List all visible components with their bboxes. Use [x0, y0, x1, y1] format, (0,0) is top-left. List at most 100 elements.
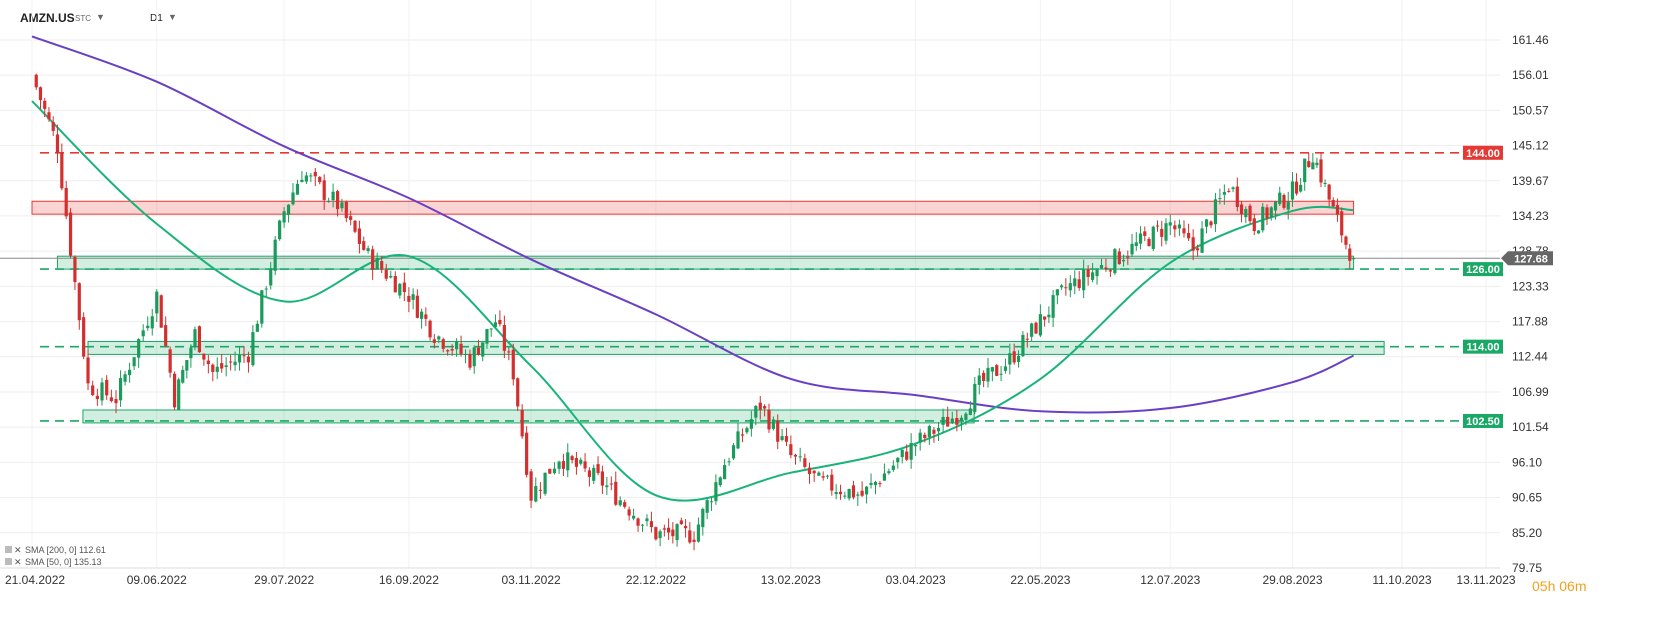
price-tick-label: 139.67 — [1512, 174, 1549, 188]
candle-up — [749, 419, 753, 429]
candle-down — [476, 347, 481, 355]
candle-down — [1012, 351, 1016, 363]
candle-down — [1043, 316, 1047, 320]
candle-down — [763, 406, 767, 409]
candle-up — [437, 336, 441, 340]
candle-up — [900, 449, 904, 458]
candle-up — [736, 431, 740, 449]
candle-up — [1218, 198, 1222, 200]
candle-down — [407, 295, 411, 302]
candle-up — [398, 283, 402, 296]
candle-down — [1108, 270, 1113, 272]
candle-up — [1068, 283, 1072, 291]
price-tick-label: 96.10 — [1512, 455, 1542, 469]
chart-gridlines — [0, 0, 1500, 569]
candle-down — [1117, 251, 1121, 265]
candle-up — [1099, 264, 1104, 269]
candle-down — [821, 476, 825, 478]
price-tick-label: 112.44 — [1512, 350, 1548, 364]
candle-up — [557, 461, 561, 469]
indicator-settings-icon[interactable] — [5, 546, 12, 553]
candle-up — [420, 311, 424, 319]
candle-up — [295, 183, 300, 195]
candle-down — [380, 260, 384, 270]
candle-up — [718, 477, 722, 486]
candle-up — [123, 374, 127, 382]
candle-down — [428, 320, 432, 338]
candle-up — [864, 486, 869, 495]
candle-up — [723, 465, 727, 480]
candle-up — [150, 316, 154, 329]
time-tick-label: 29.08.2023 — [1262, 573, 1322, 587]
candle-down — [38, 87, 43, 101]
candle-up — [189, 347, 193, 359]
time-tick-label: 03.04.2023 — [886, 573, 946, 587]
candle-up — [1177, 224, 1182, 229]
candle-down — [538, 489, 543, 491]
indicator-legend-label: SMA [200, 0] 112.61 — [25, 545, 106, 555]
candle-up — [754, 405, 758, 418]
candle-down — [671, 529, 675, 537]
candle-down — [662, 528, 666, 530]
candle-up — [1090, 272, 1095, 280]
candle-down — [1331, 200, 1335, 207]
close-icon[interactable]: ✕ — [14, 557, 22, 567]
candle-down — [446, 350, 450, 352]
candle-up — [300, 179, 304, 183]
candle-down — [807, 467, 812, 474]
candle-down — [1327, 184, 1331, 200]
price-tick-label: 101.54 — [1512, 420, 1549, 434]
current-price-badge — [1501, 251, 1553, 266]
candle-up — [936, 427, 941, 432]
candle-up — [237, 354, 242, 363]
support-level-badge — [1463, 339, 1503, 354]
candle-down — [1186, 232, 1191, 239]
candle-up — [286, 204, 291, 215]
candle-down — [609, 483, 613, 485]
candle-down — [353, 220, 357, 232]
close-icon[interactable]: ✕ — [14, 545, 22, 555]
candle-down — [246, 356, 251, 363]
candle-down — [335, 191, 340, 210]
candle-down — [1344, 236, 1348, 245]
candle-down — [55, 134, 60, 154]
level-badge-label: 126.00 — [1466, 264, 1500, 276]
price-tick-label: 123.33 — [1512, 279, 1549, 293]
candle-down — [242, 355, 246, 357]
candle-down — [1252, 218, 1256, 232]
candle-up — [999, 373, 1003, 375]
candle-up — [605, 485, 609, 488]
interval-dropdown-icon[interactable]: ▼ — [168, 12, 177, 22]
resistance-zone — [31, 200, 1355, 215]
candle-up — [552, 468, 557, 474]
candle-up — [918, 432, 922, 443]
candle-down — [1126, 256, 1130, 258]
candle-up — [309, 175, 313, 177]
support-level-badge — [1463, 413, 1503, 428]
candle-up — [375, 258, 379, 269]
indicator-settings-icon[interactable] — [5, 558, 12, 565]
candle-down — [803, 458, 807, 467]
candle-down — [1155, 225, 1160, 227]
symbol-label[interactable]: AMZN.US — [20, 11, 75, 25]
candle-up — [909, 443, 913, 460]
candle-down — [164, 325, 168, 346]
symbol-dropdown-icon[interactable]: ▼ — [96, 12, 105, 22]
candle-up — [282, 211, 286, 223]
candle-up — [269, 268, 273, 286]
candle-up — [731, 445, 736, 459]
candle-up — [1286, 201, 1290, 210]
price-zones — [31, 200, 1385, 424]
candle-down — [851, 485, 856, 498]
candle-up — [1030, 323, 1034, 337]
price-axis: 161.46156.01150.57145.12139.67134.23128.… — [1512, 33, 1549, 575]
candle-up — [873, 481, 878, 486]
candle-down — [1335, 205, 1340, 215]
candle-up — [977, 375, 981, 385]
candle-down — [1340, 211, 1344, 236]
candle-down — [923, 434, 927, 438]
candle-down — [1196, 248, 1200, 251]
candle-up — [566, 452, 570, 471]
candle-down — [73, 256, 77, 282]
